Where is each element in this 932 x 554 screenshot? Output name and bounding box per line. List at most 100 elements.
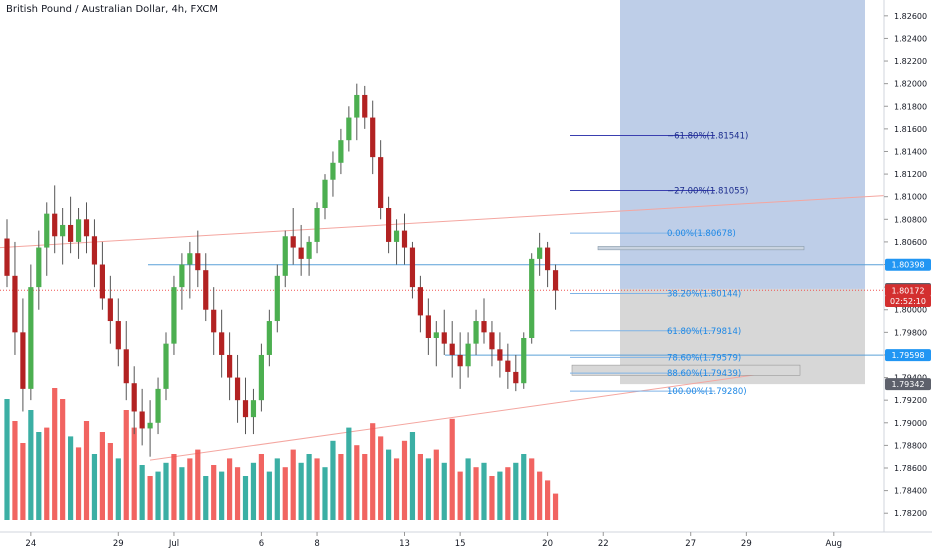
fib-label: 88.60%(1.79439) (667, 369, 741, 379)
volume-bar (489, 476, 495, 520)
candle (521, 332, 527, 389)
candle (115, 298, 121, 367)
candle (417, 275, 423, 333)
target-zone (620, 0, 865, 289)
candle (147, 400, 153, 457)
price-tick-label: 1.82200 (894, 57, 927, 66)
candle-body (425, 315, 431, 338)
price-tick-label: 1.78600 (894, 464, 927, 473)
candle (4, 219, 10, 288)
price-badge-label: 02:52:10 (890, 297, 926, 306)
candle (60, 208, 66, 265)
candle-body (314, 208, 320, 242)
volume-bar (513, 462, 519, 520)
fib-label: 0.00%(1.80678) (667, 229, 736, 239)
volume-bar (346, 427, 352, 520)
time-axis[interactable]: 24 29 Jul 6 8 13 15 20 22 27 29 Aug (0, 531, 932, 549)
fib-label: 38.20%(1.80144) (667, 289, 741, 299)
candle-body (433, 332, 439, 338)
candle-body (497, 349, 503, 361)
candle-body (115, 321, 121, 350)
volume-bar (401, 440, 408, 520)
price-tick-label: 1.82400 (894, 34, 927, 43)
time-tick-label: 20 (542, 539, 553, 549)
candle (545, 241, 551, 288)
candle (370, 100, 376, 175)
volume-bar (203, 476, 209, 520)
candle (20, 298, 26, 412)
candle-body (52, 213, 58, 237)
price-badge: 1.79598 (885, 349, 931, 362)
candle-body (139, 411, 145, 429)
candle-body (242, 400, 249, 418)
chart-title: British Pound / Australian Dollar, 4h, F… (6, 4, 218, 15)
volume-bar (171, 454, 177, 520)
candle (552, 264, 559, 310)
volume-bar (330, 440, 336, 520)
volume-bar (187, 458, 193, 520)
candle (107, 275, 113, 344)
candle-body (203, 270, 209, 310)
candle (123, 321, 129, 401)
volume-bar (537, 471, 543, 520)
candle (28, 264, 34, 401)
candle (457, 332, 463, 389)
volume-bar (36, 432, 42, 520)
candle (266, 309, 272, 367)
candle-body (282, 236, 288, 276)
volume-bar (521, 454, 527, 520)
candle (409, 241, 416, 299)
time-tick-label: Aug (825, 539, 842, 549)
candle (91, 219, 98, 288)
price-tick-label: 1.78200 (894, 509, 927, 518)
candle-body (545, 247, 551, 271)
candle-body (219, 332, 225, 355)
volume-bar (52, 388, 58, 520)
candle (163, 332, 169, 401)
candle (529, 253, 535, 344)
candle-body (68, 224, 74, 242)
candle (203, 253, 209, 322)
time-tick-label: 24 (25, 539, 36, 549)
price-tick-label: 1.79400 (894, 374, 927, 383)
candle (322, 174, 328, 220)
candle-body (330, 162, 336, 180)
candle-body (338, 140, 344, 163)
candle-body (441, 332, 447, 344)
volume-bar (250, 462, 257, 520)
volume-bar (441, 462, 447, 520)
volume-bar (298, 462, 304, 520)
candle (330, 151, 336, 197)
candle-body (266, 321, 272, 355)
candle-body (131, 383, 137, 412)
candle-body (211, 309, 217, 333)
price-tick-label: 1.82600 (894, 12, 927, 21)
fib-extension: −61.80%(1.81541) −27.00%(1.81055) 0.00%(1.… (570, 132, 748, 397)
volume-bar (75, 447, 82, 520)
price-tick-label: 1.82000 (894, 80, 927, 89)
candle (481, 298, 487, 344)
fib-label: −61.80%(1.81541) (667, 132, 748, 142)
candle (258, 343, 264, 412)
price-tick-label: 1.79200 (894, 396, 927, 405)
candle (171, 275, 177, 355)
price-badge: 1.79342 (885, 378, 931, 391)
volume-bar (234, 467, 241, 520)
candle-body (417, 287, 423, 316)
candle-body (4, 238, 10, 276)
candle (44, 202, 50, 276)
volume-bar (219, 471, 225, 520)
candle-body (322, 179, 328, 208)
volume-bar (386, 449, 392, 520)
candle (211, 287, 217, 355)
price-tick-label: 1.81800 (894, 102, 927, 111)
candle-body (393, 230, 400, 242)
candle (219, 309, 225, 378)
candle (298, 224, 304, 276)
volume-bar (417, 454, 423, 520)
price-tick-label: 1.81000 (894, 193, 927, 202)
upper-trendline (0, 195, 885, 249)
volume-bar (473, 467, 479, 520)
